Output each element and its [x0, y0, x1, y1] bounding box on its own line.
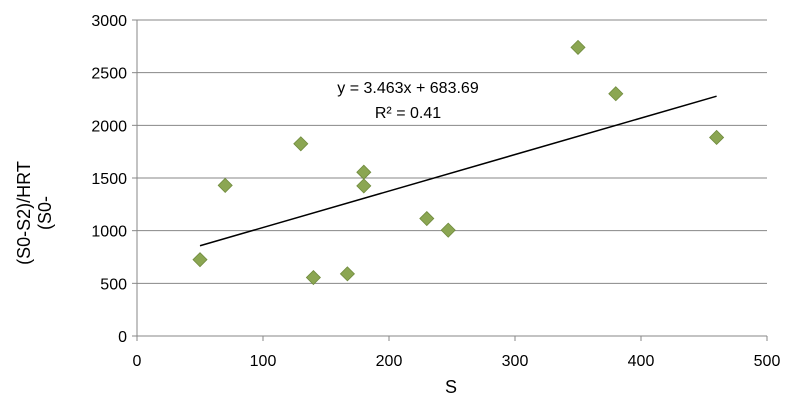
x-tick-label-400: 400: [628, 353, 655, 370]
y-axis-title-line-2: (S0-: [35, 196, 55, 230]
data-point-6: [356, 164, 372, 180]
y-tick-label-3000: 3000: [91, 13, 127, 30]
data-point-4: [305, 269, 321, 286]
x-tick-label-100: 100: [250, 353, 277, 370]
x-tick-label-200: 200: [376, 353, 403, 370]
data-point-10: [570, 39, 586, 55]
data-point-12: [709, 129, 725, 146]
trendline: [199, 95, 717, 247]
x-tick-label-0: 0: [133, 353, 142, 370]
data-point-7: [356, 178, 372, 194]
y-axis-title-line-1: (S0-S2)/HRT: [14, 161, 34, 265]
data-point-2: [217, 177, 233, 193]
labels: y = 3.463x + 683.69 R² = 0.41 S (S0-S2)/…: [14, 80, 479, 397]
axes: 0 500 1000 1500 2000 2500 3000 0 100 200 300 400 500: [91, 13, 780, 370]
y-tick-label-1000: 1000: [91, 224, 127, 241]
data-point-3: [293, 136, 309, 152]
trendline-group: [199, 95, 717, 247]
data-point-11: [608, 86, 624, 102]
x-tick-label-500: 500: [754, 353, 781, 370]
gridlines: [137, 19, 767, 284]
y-tick-label-2000: 2000: [91, 118, 127, 135]
y-tick-label-1500: 1500: [91, 171, 127, 188]
y-tick-label-0: 0: [118, 329, 127, 346]
y-tick-label-2500: 2500: [91, 66, 127, 83]
data-point-9: [440, 222, 456, 238]
r-squared-label: R² = 0.41: [375, 105, 441, 122]
data-point-5: [339, 266, 355, 282]
trendline-equation: y = 3.463x + 683.69: [337, 80, 479, 97]
y-tick-label-500: 500: [100, 276, 127, 293]
data-point-8: [419, 210, 435, 227]
data-point-1: [192, 252, 208, 268]
x-axis-title: S: [445, 377, 457, 397]
data-points: [192, 39, 725, 286]
x-tick-label-300: 300: [502, 353, 529, 370]
